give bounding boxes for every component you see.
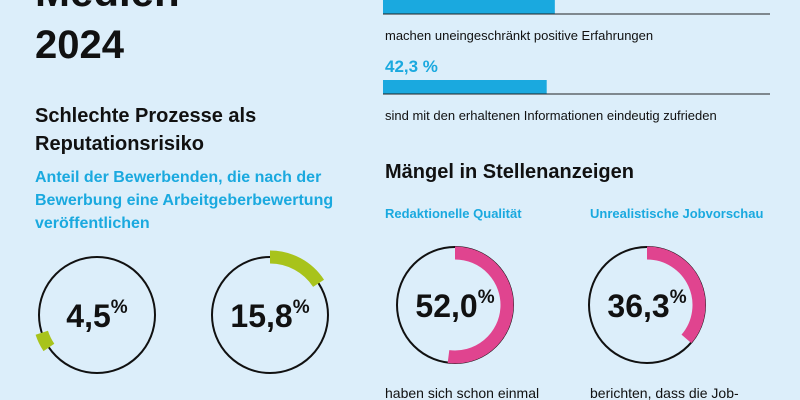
donut-number: 36,3	[607, 288, 669, 324]
bar	[383, 0, 555, 14]
title: Medien	[35, 0, 180, 15]
arc	[269, 250, 325, 288]
donut-text: berichten, dass die Job-	[590, 385, 739, 400]
bar-label: 42,3 %	[385, 57, 438, 76]
bar-text: machen uneingeschränkt positive Erfahrun…	[385, 28, 653, 43]
subtitle: Bewerbung eine Arbeitgeberbewertung	[35, 192, 333, 209]
bar	[383, 80, 547, 94]
donut-value: 52,0%	[415, 287, 494, 324]
donut-value: 4,5%	[66, 297, 127, 334]
donut-value: 15,8%	[230, 297, 309, 334]
heading: Mängel in Stellenanzeigen	[385, 161, 634, 183]
donut-number: 52,0	[415, 288, 477, 324]
donut-unit: %	[478, 287, 495, 308]
donut-value: 36,3%	[607, 287, 686, 324]
year: 2024	[35, 23, 125, 67]
donut-title: Unrealistische Jobvorschau	[590, 206, 763, 221]
subtitle: veröffentlichen	[35, 215, 150, 232]
subtitle: Anteil der Bewerbenden, die nach der	[35, 169, 321, 186]
donut-number: 4,5	[66, 298, 110, 334]
ring	[38, 256, 156, 374]
bar-text: sind mit den erhaltenen Informationen ei…	[385, 108, 717, 123]
heading: Schlechte Prozesse als	[35, 105, 256, 127]
arc	[447, 246, 514, 364]
donut-unit: %	[111, 297, 128, 318]
heading: Reputationsrisiko	[35, 133, 204, 155]
donut-title: Redaktionelle Qualität	[385, 206, 522, 221]
donut-number: 15,8	[230, 298, 292, 334]
donut-text: haben sich schon einmal	[385, 385, 539, 400]
donut-unit: %	[293, 297, 310, 318]
arc	[35, 330, 55, 352]
donut-unit: %	[670, 287, 687, 308]
arc	[646, 246, 706, 344]
